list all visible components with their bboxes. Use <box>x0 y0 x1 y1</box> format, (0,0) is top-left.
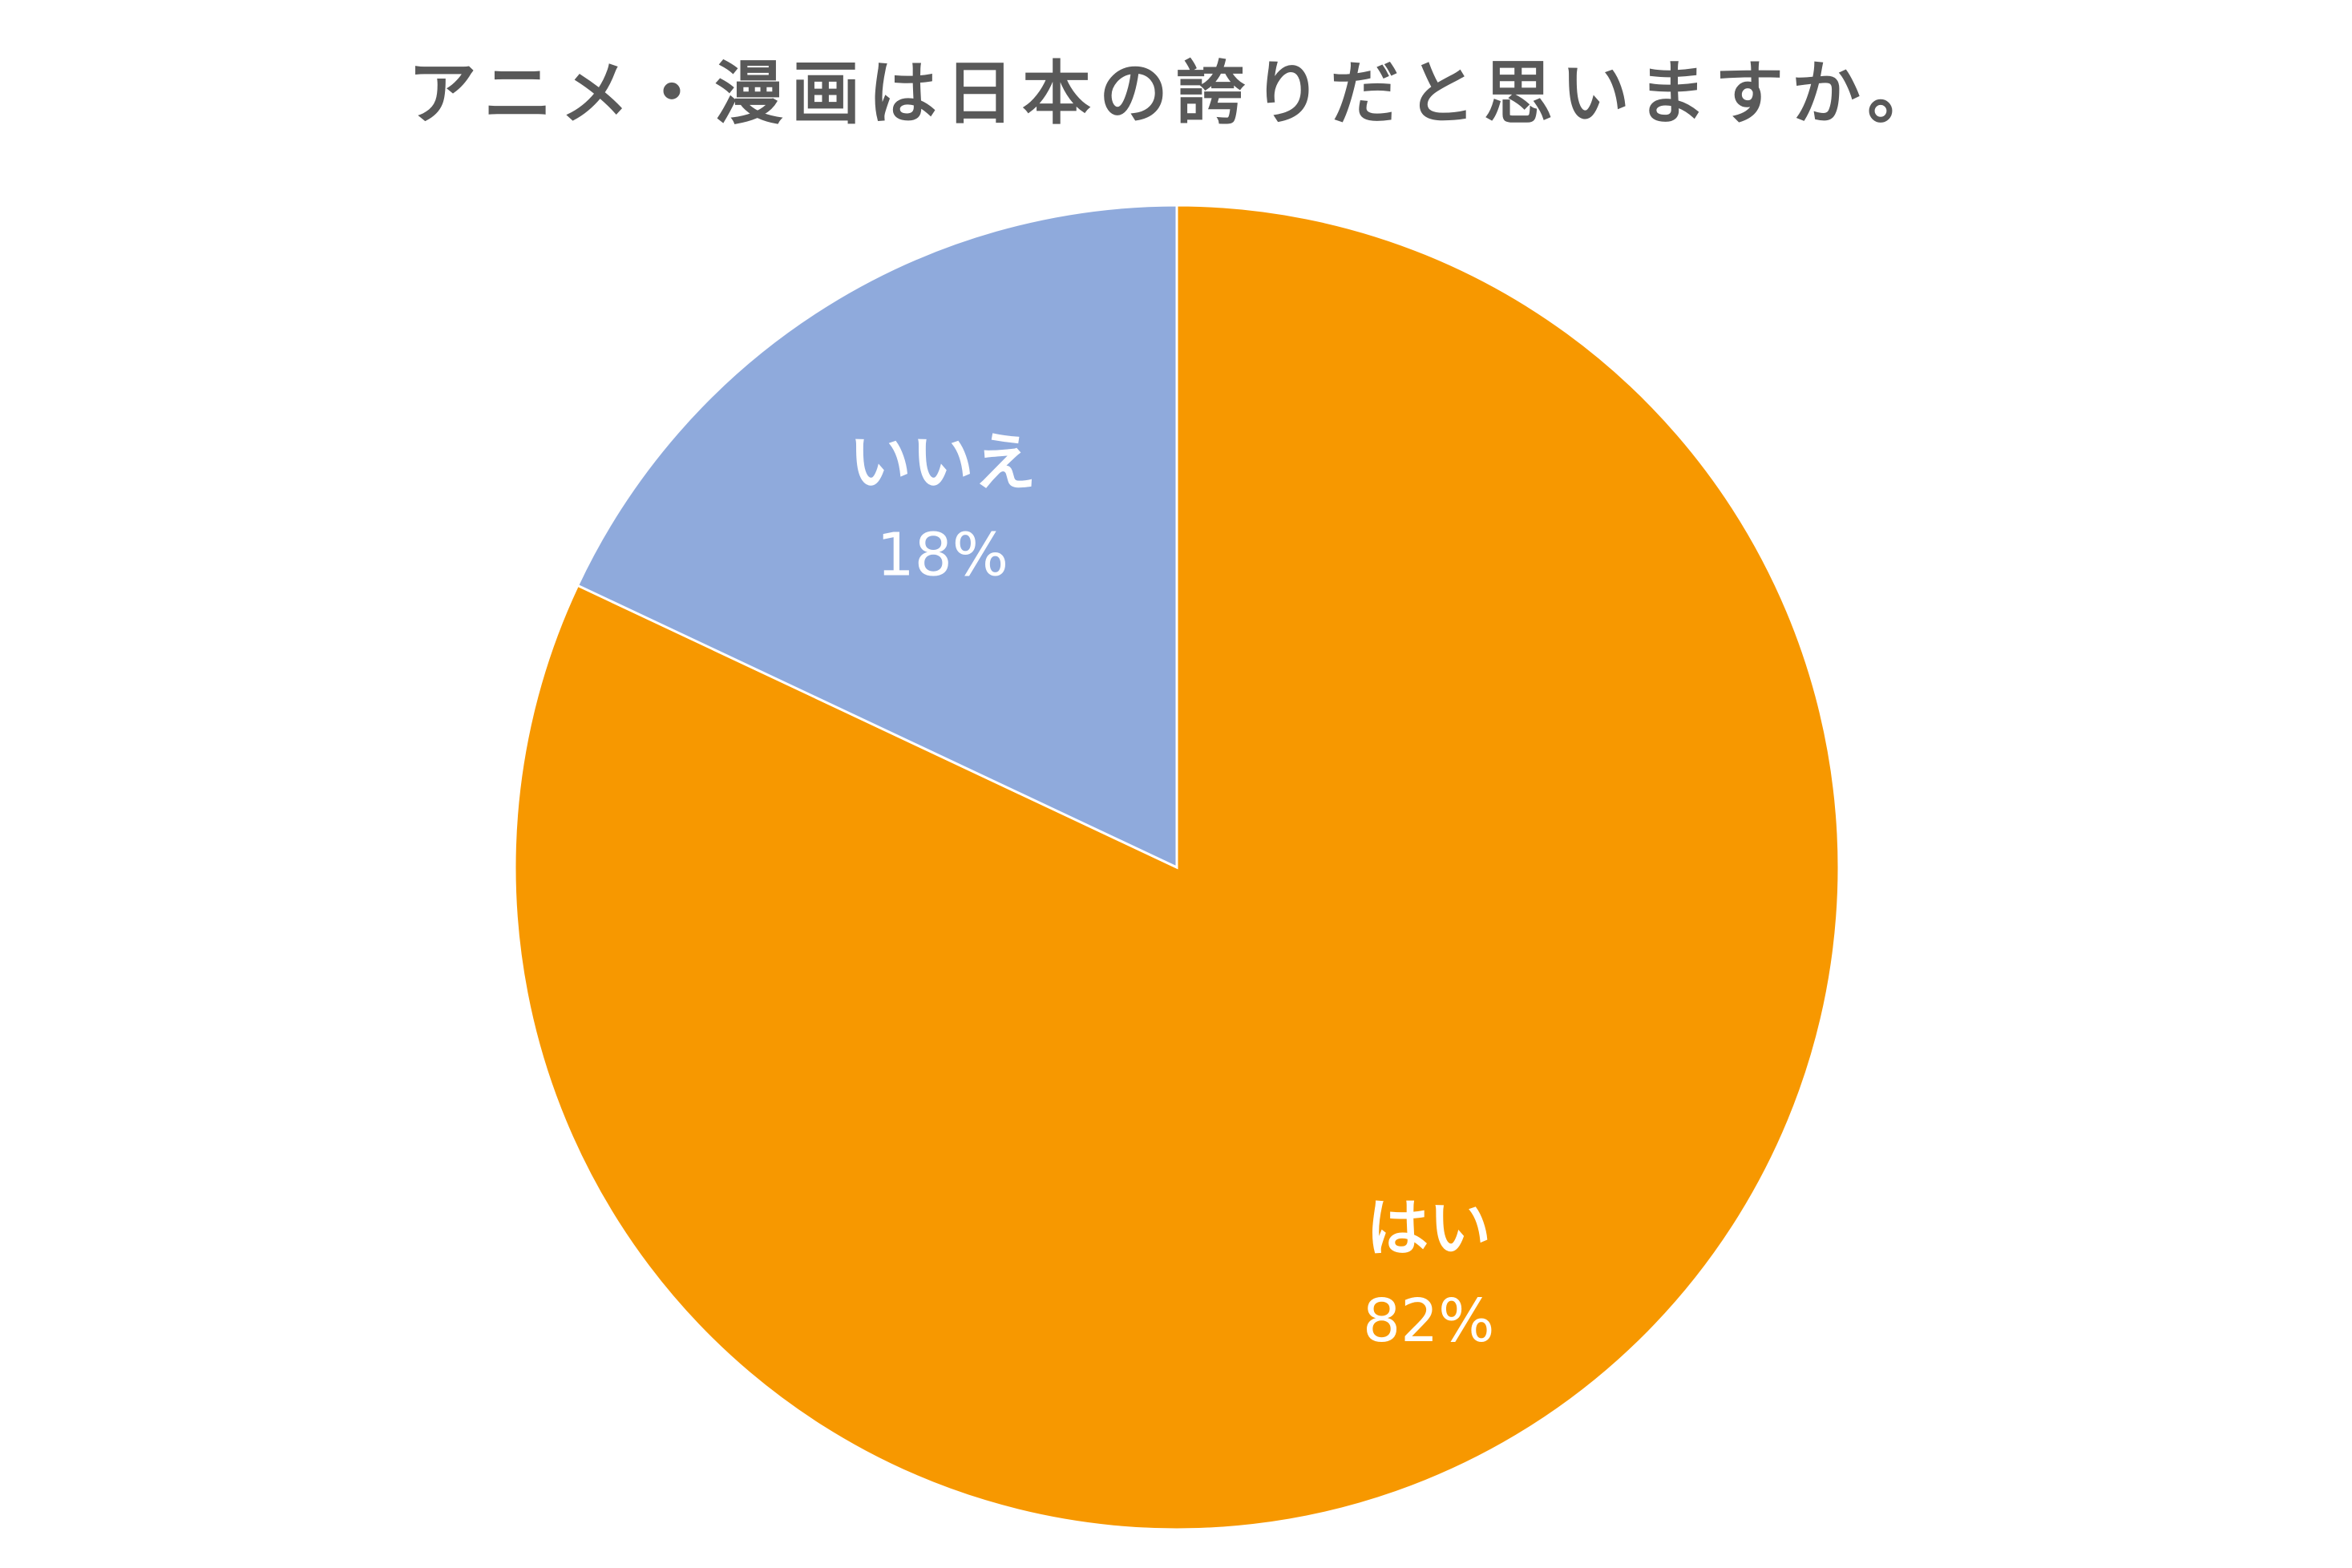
data-label-name-yes: はい <box>1366 1193 1491 1265</box>
pie-slice-yes <box>513 204 1841 1531</box>
pie-slices <box>513 204 1841 1531</box>
pie-data-labels: はい 82% いいえ 18% <box>849 427 1495 1356</box>
chart-title: アニメ・漫画は日本の誇りだと思いますか。 <box>407 54 1945 134</box>
data-label-name-no: いいえ <box>849 427 1037 499</box>
data-label-value-no: 18% <box>877 521 1008 590</box>
pie-slice-no <box>576 204 1178 870</box>
data-label-value-yes: 82% <box>1363 1287 1494 1356</box>
